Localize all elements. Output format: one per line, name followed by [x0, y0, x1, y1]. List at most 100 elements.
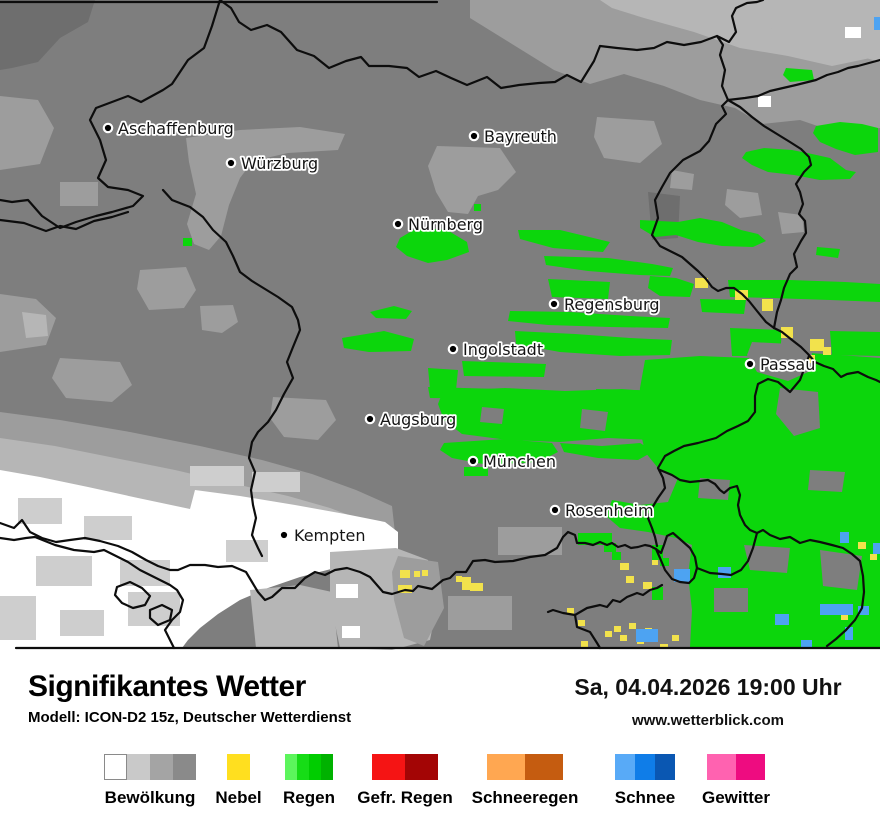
map-area-rain: [508, 311, 670, 328]
map-footer: Signifikantes Wetter Modell: ICON-D2 15z…: [0, 650, 880, 830]
legend-label: Schnee: [614, 788, 676, 807]
map-area-fog: [660, 644, 668, 649]
legend-label: Nebel: [215, 788, 262, 807]
map-area-rain: [813, 122, 878, 155]
city-marker-regensburg: Regensburg: [548, 293, 661, 316]
city-label: Nürnberg: [408, 215, 483, 234]
map-area-rain: [396, 228, 469, 263]
map-area-w: [845, 27, 861, 38]
legend-swatch-cell: [707, 754, 736, 780]
map-area-snow: [636, 629, 658, 642]
legend-swatch-regen: [285, 754, 333, 780]
legend: Bewölkung Nebel Regen Gefr. Regen Schneerege…: [0, 650, 880, 830]
map-area-fog: [614, 626, 621, 632]
border-line: [218, 0, 765, 90]
city-label: Bayreuth: [484, 127, 557, 146]
city-label: Rosenheim: [565, 501, 654, 520]
border-line: [573, 583, 664, 617]
city-label: Regensburg: [564, 295, 659, 314]
map-area-fog: [400, 570, 410, 578]
border-line: [0, 535, 185, 650]
map-area-fog: [841, 614, 848, 620]
map-area-rain: [578, 533, 612, 545]
border-line: [658, 468, 759, 535]
map-area-snow: [801, 640, 812, 648]
border-line: [695, 528, 866, 648]
map-area-rain: [544, 256, 673, 276]
weather-map: Aschaffenburg Würzburg Bayreuth Nürnberg Reg…: [0, 0, 880, 650]
border-line: [0, 518, 699, 602]
city-marker-w-rzburg: Würzburg: [225, 152, 320, 175]
map-area-rain: [816, 247, 840, 258]
legend-swatch-cell: [405, 754, 438, 780]
map-area-rain: [652, 587, 663, 600]
map-area-g2: [428, 146, 516, 214]
map-area-rain: [742, 148, 856, 180]
website-url: www.wetterblick.com: [632, 712, 784, 729]
map-area-fog: [762, 299, 773, 311]
map-area-snow: [845, 627, 853, 640]
city-marker-aschaffenburg: Aschaffenburg: [102, 117, 236, 140]
map-area-fog: [456, 576, 462, 582]
legend-swatch-cell: [615, 754, 635, 780]
map-area-fog: [581, 641, 588, 647]
border-line: [161, 188, 302, 558]
map-area-rain: [370, 306, 412, 319]
legend-swatch-cell: [285, 754, 297, 780]
map-area-g4: [36, 556, 92, 586]
city-marker-bayreuth: Bayreuth: [468, 125, 559, 148]
border-line: [726, 98, 813, 330]
map-area-g2: [0, 96, 54, 170]
map-area-snow: [820, 604, 853, 615]
map-area-g3: [250, 585, 338, 648]
map-area-snow: [674, 569, 690, 582]
map-area-snow: [858, 606, 869, 615]
map-area-g3: [728, 2, 880, 62]
map-area-base: [698, 478, 730, 500]
city-dot: [548, 298, 560, 310]
map-area-base: [776, 388, 820, 436]
map-area-w: [342, 626, 360, 638]
border-line: [650, 98, 776, 330]
legend-swatch-cell: [297, 754, 309, 780]
map-area-g2: [137, 267, 196, 310]
map-area-rain: [518, 230, 610, 252]
border-line: [0, 210, 130, 233]
map-area-snow: [840, 532, 849, 543]
map-area-fog: [626, 576, 634, 583]
city-label: Würzburg: [241, 154, 318, 173]
map-area-fog: [823, 347, 831, 355]
map-area-fog: [422, 570, 428, 576]
border-line: [148, 603, 174, 627]
legend-swatch-cell: [321, 754, 333, 780]
city-dot: [364, 413, 376, 425]
legend-label: Schneeregen: [471, 788, 579, 807]
border-line: [546, 608, 602, 650]
map-area-g2: [725, 189, 762, 218]
map-area-g2: [670, 170, 694, 190]
city-label: Kempten: [294, 526, 366, 545]
map-area-base: [480, 407, 504, 424]
city-dot: [102, 122, 114, 134]
map-area-rain: [548, 279, 610, 299]
map-area-w: [0, 470, 398, 648]
map-area-w: [758, 96, 771, 107]
map-area-snow: [718, 567, 731, 578]
map-area-fog: [858, 542, 866, 549]
map-area-fog: [620, 563, 629, 570]
footer-right-block: Sa, 04.04.2026 19:00 Uhr www.wetterblick…: [556, 674, 860, 729]
map-area-g4: [0, 596, 36, 640]
map-area-g4: [84, 516, 132, 540]
map-area-snow: [874, 17, 880, 30]
map-area-rain: [783, 68, 814, 82]
map-area-fog: [629, 623, 636, 629]
map-area-rain: [462, 361, 546, 377]
city-marker-augsburg: Augsburg: [364, 408, 458, 431]
page-title: Signifikantes Wetter: [28, 670, 306, 703]
city-dot: [549, 504, 561, 516]
map-area-w: [336, 584, 358, 598]
legend-label: Gewitter: [701, 788, 771, 807]
map-area-rain: [560, 443, 654, 460]
map-area-fog: [567, 608, 574, 614]
